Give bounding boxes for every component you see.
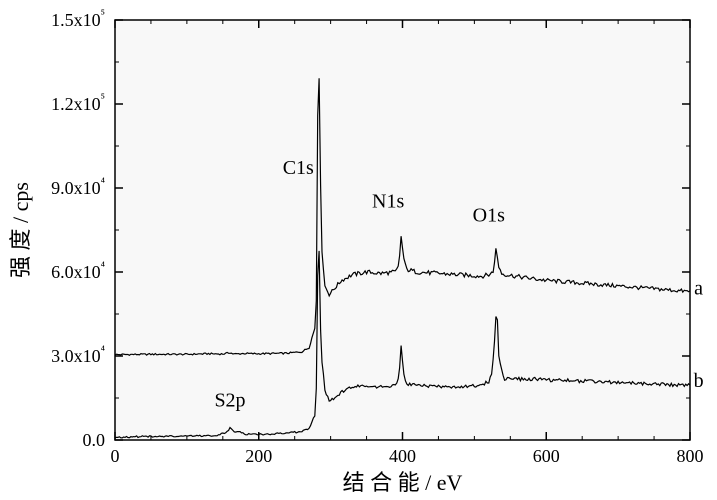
peak-label-a: a: [694, 277, 703, 299]
x-axis-label: 结 合 能 / eV: [343, 470, 463, 495]
peak-label-n1s: N1s: [372, 191, 404, 213]
peak-label-s2p: S2p: [214, 389, 245, 411]
peak-label-c1s: C1s: [283, 157, 314, 179]
ytick-label: 0.0: [83, 430, 106, 450]
xtick-label: 400: [389, 446, 416, 466]
ytick-label: 9.0x10⁴: [51, 175, 106, 198]
peak-label-o1s: O1s: [473, 205, 505, 227]
xps-spectrum-chart: 0 200 400 600 800 0.0 3.0x10⁴ 6.0x10⁴ 9.0x10⁴ 1.2…: [0, 0, 717, 500]
ytick-label: 1.5x10⁵: [51, 7, 105, 30]
xtick-label: 200: [245, 446, 272, 466]
xtick-label: 800: [677, 446, 704, 466]
xtick-label: 600: [533, 446, 560, 466]
ytick-label: 6.0x10⁴: [51, 259, 106, 282]
xtick-label: 0: [111, 446, 120, 466]
y-axis-label: 强 度 / cps: [8, 182, 33, 278]
ytick-label: 1.2x10⁵: [51, 91, 105, 114]
peak-label-b: b: [694, 370, 704, 392]
ytick-label: 3.0x10⁴: [51, 343, 106, 366]
